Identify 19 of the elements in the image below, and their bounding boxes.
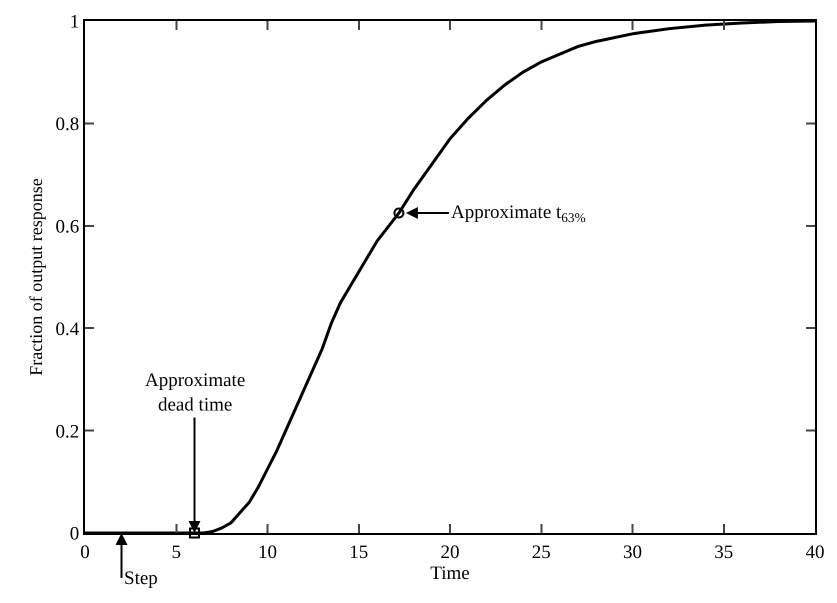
y-tick-label: 0 (70, 524, 80, 545)
x-axis-title: Time (430, 562, 470, 584)
annotation: Step (124, 568, 158, 589)
x-tick-label: 35 (714, 542, 734, 563)
x-tick-label: 40 (806, 542, 824, 563)
x-tick-label: 15 (349, 542, 368, 563)
x-tick-label: 30 (623, 542, 642, 563)
y-tick-label: 0.4 (55, 318, 80, 340)
y-tick-label: 1 (70, 12, 80, 33)
y-tick-label: 0.2 (55, 421, 80, 442)
annotation: Approximate dead time (145, 370, 246, 416)
annotation: Approximate t$_{63%}$ (451, 202, 586, 225)
x-tick-label: 20 (440, 542, 460, 563)
x-tick-label: 25 (532, 542, 551, 563)
y-tick-label: 0.6 (55, 216, 80, 238)
x-tick-label: 10 (258, 542, 277, 563)
y-tick-label: 0.8 (55, 114, 80, 136)
y-axis-title: Fraction of output response (26, 178, 46, 376)
x-tick-label: 5 (172, 542, 181, 563)
